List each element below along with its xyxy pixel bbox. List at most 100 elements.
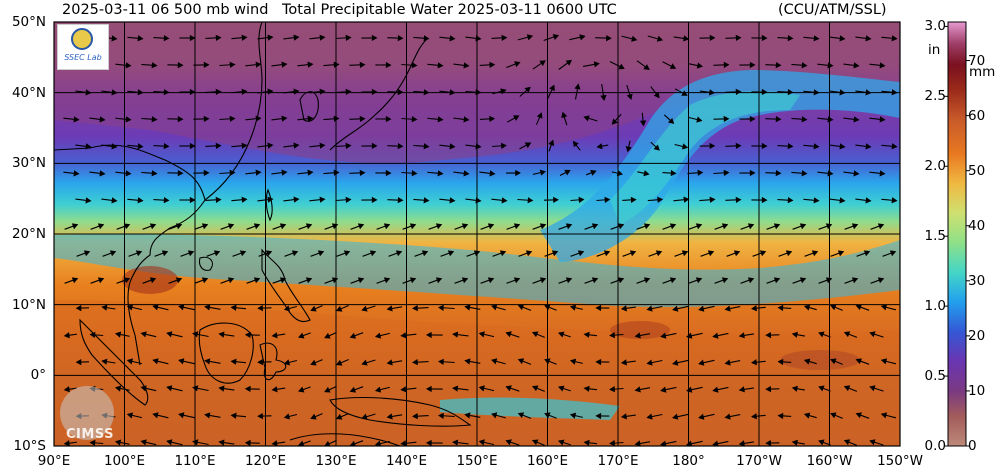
colorbar-unit-mm: mm xyxy=(969,64,996,80)
wind-arrow-head xyxy=(531,439,539,446)
wind-arrow-head xyxy=(669,63,677,69)
wind-arrow-head xyxy=(111,89,118,96)
wind-arrow-head xyxy=(437,62,444,69)
wind-arrow-head xyxy=(229,169,236,176)
wind-arrow-head xyxy=(437,358,444,365)
wind-arrow-head xyxy=(813,35,820,42)
wind-arrow-head xyxy=(475,89,482,96)
wind-arrow-head xyxy=(501,34,508,41)
wind-arrow-head xyxy=(733,250,741,257)
wind-arrow-head xyxy=(839,197,846,204)
wind-arrow-head xyxy=(803,358,811,365)
wind-arrow-head xyxy=(558,439,565,446)
wind-arrow-head xyxy=(791,385,798,392)
wind-arrow-head xyxy=(89,331,96,338)
wind-arrow-head xyxy=(333,61,340,68)
wind-arrow-head xyxy=(667,117,675,124)
wind-arrow-head xyxy=(712,440,719,446)
wind-arrow-head xyxy=(489,115,496,122)
wind-arrow-head xyxy=(411,62,418,69)
wind-arrow-head xyxy=(189,196,196,204)
wind-arrow-head xyxy=(333,169,340,176)
wind-arrow-head xyxy=(189,142,196,150)
wind-arrow-head xyxy=(257,358,263,366)
wind-arrow-head xyxy=(137,197,144,204)
wind-arrow-head xyxy=(71,277,79,284)
wind-arrow-head xyxy=(655,250,663,257)
wind-arrow-head xyxy=(400,386,407,393)
wind-arrow-head xyxy=(307,115,314,122)
wind-arrow-head xyxy=(151,62,158,69)
wind-arrow-head xyxy=(761,196,768,204)
wind-arrow-head xyxy=(505,385,512,392)
wind-arrow-head xyxy=(447,250,455,257)
wind-arrow-head xyxy=(374,386,382,393)
wind-arrow-head xyxy=(634,332,641,339)
wind-arrow-head xyxy=(827,170,834,177)
wind-arrow-head xyxy=(865,197,872,204)
map-frame xyxy=(53,21,901,447)
wind-arrow-head xyxy=(681,250,689,257)
wind-arrow-head xyxy=(409,223,417,230)
wind-arrow-head xyxy=(773,277,781,284)
wind-arrow-head xyxy=(531,385,539,392)
wind-arrow-head xyxy=(137,143,144,150)
wind-arrow-head xyxy=(357,277,365,284)
wind-arrow-head xyxy=(879,116,886,123)
wind-arrow-head xyxy=(452,385,459,392)
wind-arrow-head xyxy=(513,223,521,230)
wind-arrow-head xyxy=(813,197,820,204)
wind-arrow-head xyxy=(791,439,798,446)
wind-arrow-head xyxy=(698,413,705,420)
wind-arrow-head xyxy=(411,170,418,177)
wind-arrow-head xyxy=(163,143,170,150)
wind-arrow-head xyxy=(830,358,837,365)
wind-arrow-head xyxy=(397,196,404,204)
wind-arrow-head xyxy=(669,277,677,284)
wind-arrow-head xyxy=(552,34,560,40)
wind-arrow-head xyxy=(371,34,378,42)
wind-arrow-head xyxy=(283,413,291,420)
wind-arrow-head xyxy=(620,413,627,420)
wind-arrow-head xyxy=(891,143,898,150)
wind-arrow-head xyxy=(253,277,261,284)
wind-arrow-head xyxy=(204,412,211,419)
wind-arrow-head xyxy=(590,169,597,176)
wind-arrow-head xyxy=(437,170,444,177)
wind-arrow-head xyxy=(569,358,577,365)
wind-arrow-head xyxy=(114,385,122,392)
wind-arrow-head xyxy=(791,331,798,338)
wind-arrow-head xyxy=(123,223,131,230)
wind-arrow-head xyxy=(201,223,209,230)
wind-arrow-head xyxy=(818,331,825,338)
wind-arrow-head xyxy=(811,250,819,257)
wind-arrow-head xyxy=(437,116,444,123)
wind-arrow-head xyxy=(865,89,872,96)
wind-arrow-head xyxy=(163,197,170,204)
wind-arrow-head xyxy=(639,120,647,127)
wind-arrow-head xyxy=(695,277,703,284)
wind-arrow-head xyxy=(229,61,236,68)
longitude-label: 110°E xyxy=(174,453,216,469)
wind-arrow-head xyxy=(75,304,82,312)
wind-arrow-head xyxy=(345,142,352,149)
wind-arrow-head xyxy=(513,115,520,121)
wind-arrow-head xyxy=(544,412,551,419)
wind-arrow-head xyxy=(604,196,611,203)
wind-arrow-head xyxy=(192,331,199,338)
wind-arrow-head xyxy=(777,304,784,312)
wind-arrow-head xyxy=(218,331,225,338)
wind-arrow-head xyxy=(577,250,585,257)
wind-arrow-head xyxy=(371,88,378,96)
wind-arrow-head xyxy=(371,142,378,150)
wind-arrow-head xyxy=(357,223,365,230)
wind-arrow-head xyxy=(343,250,351,257)
wind-arrow-head xyxy=(660,440,667,446)
wind-arrow-head xyxy=(111,143,118,150)
wind-arrow-head xyxy=(513,277,521,284)
wind-arrow-head xyxy=(281,115,288,122)
wind-arrow-head xyxy=(801,170,808,177)
latitude-label: 10°S xyxy=(13,438,47,454)
wind-arrow-head xyxy=(825,277,833,284)
wind-arrow-head xyxy=(569,412,577,419)
